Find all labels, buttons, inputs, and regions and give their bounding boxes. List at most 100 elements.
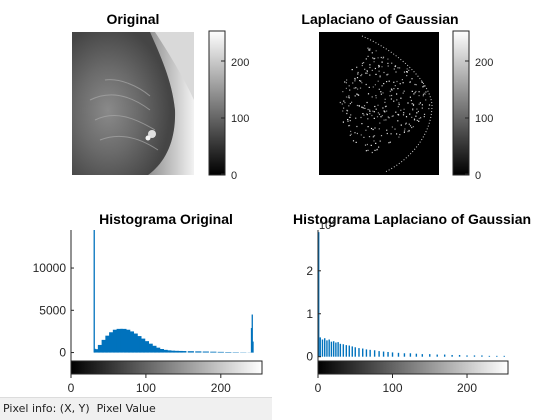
histogram-original-bar	[187, 351, 194, 353]
histogram-original[interactable]: Histograma Original 0 5000 10000 0 100 200	[33, 211, 263, 395]
original-image[interactable]	[72, 32, 194, 175]
log-image-speckle	[382, 92, 384, 94]
log-image-speckle	[406, 75, 408, 77]
log-image-speckle	[400, 109, 402, 111]
log-image-speckle	[367, 118, 369, 120]
log-image-speckle	[348, 97, 350, 99]
log-image-speckle	[389, 141, 391, 143]
log-image-speckle	[355, 117, 357, 119]
log-image-speckle	[397, 120, 399, 122]
histogram-log-bar	[365, 349, 368, 357]
histogram-original-y-tick-label: 0	[59, 346, 66, 360]
log-image-speckle	[369, 109, 371, 111]
histogram-log-bar	[488, 355, 491, 357]
log-image-speckle	[366, 70, 368, 72]
colorbar-log-tick-0: 0	[475, 170, 481, 182]
log-image-speckle	[359, 87, 362, 89]
log-image-speckle	[423, 85, 425, 87]
histogram-original-bar	[146, 343, 153, 353]
log-image-speckle	[416, 112, 418, 114]
log-image-speckle	[388, 80, 390, 82]
histogram-log-bar	[354, 347, 356, 357]
log-image-speckle	[423, 113, 426, 115]
log-image-speckle	[366, 114, 368, 116]
log-image-speckle	[428, 108, 430, 110]
histogram-log-bar	[503, 355, 505, 357]
histogram-log-bar	[391, 352, 394, 357]
log-image-speckle	[388, 142, 390, 144]
histogram-original-bar	[169, 350, 176, 353]
colorbar-original-tick-200: 200	[231, 57, 249, 69]
log-image-speckle	[409, 125, 412, 127]
log-image-speckle	[364, 107, 366, 109]
histogram-original-gray-scale-bar	[70, 360, 263, 375]
log-image-speckle	[377, 104, 379, 106]
log-image-speckle	[349, 89, 351, 91]
log-image-speckle	[405, 123, 407, 125]
histogram-original-bar	[154, 347, 161, 353]
log-image-speckle	[370, 144, 372, 146]
log-image-speckle	[375, 73, 377, 75]
log-image-speckle	[368, 86, 370, 88]
histogram-log-bar	[345, 345, 348, 357]
log-image-speckle	[391, 94, 393, 97]
log-image-speckle	[422, 86, 424, 88]
log-image-speckle	[391, 62, 393, 64]
histogram-original-y-tick-label: 5000	[39, 303, 66, 317]
log-image-speckle	[368, 49, 370, 51]
log-image-speckle	[397, 106, 399, 108]
log-image-speckle	[399, 83, 401, 85]
log-image-speckle	[366, 101, 368, 104]
log-image-speckle	[387, 116, 389, 118]
log-image-speckle	[354, 80, 356, 82]
log-image-speckle	[398, 102, 400, 104]
log-image-speckle	[349, 134, 351, 136]
histogram-log-bar	[466, 355, 468, 357]
log-image-speckle	[421, 104, 423, 106]
log-image-speckle	[356, 77, 359, 79]
histogram-log-bar	[348, 345, 350, 357]
log-image-speckle	[373, 117, 375, 119]
log-image-speckle	[380, 93, 382, 95]
log-image-speckle	[384, 101, 386, 103]
log-image-speckle	[391, 126, 393, 128]
log-image-speckle	[372, 86, 374, 88]
log-image-speckle	[357, 94, 359, 96]
histogram-log-bar	[369, 349, 371, 357]
log-image-speckle	[348, 124, 351, 127]
log-image-speckle	[390, 88, 393, 90]
log-image-speckle	[363, 114, 365, 116]
histogram-log-x-tick-label: 0	[315, 381, 322, 395]
log-image-speckle	[363, 136, 365, 138]
histogram-log-bar	[378, 351, 380, 357]
log-image-speckle	[350, 114, 352, 116]
log-image-speckle	[357, 71, 359, 74]
log-image-speckle	[369, 74, 371, 76]
histogram-log-bar	[321, 339, 324, 357]
log-image-speckle	[409, 113, 411, 115]
pixel-info-coords: (X, Y)	[59, 402, 90, 415]
log-image-speckle	[378, 146, 380, 148]
log-image-speckle	[386, 132, 388, 135]
log-image-speckle	[391, 89, 393, 91]
histogram-log-bar	[351, 346, 353, 357]
log-image-speckle	[384, 106, 387, 108]
log-image-speckle	[396, 93, 398, 95]
log-image-speckle	[375, 108, 377, 110]
log-image-speckle	[344, 81, 346, 83]
histogram-log-bar	[451, 354, 453, 357]
log-image-speckle	[373, 111, 375, 113]
log-image-speckle	[388, 117, 390, 119]
log-image-speckle	[403, 71, 406, 73]
panel-original-title: Original	[107, 11, 160, 27]
histogram-original-bar	[176, 350, 183, 353]
colorbar-original-tick-0: 0	[231, 170, 237, 182]
histogram-log[interactable]: Histograma Laplaciano of Gaussian 104 0 1…	[293, 211, 531, 395]
log-image-speckle	[418, 117, 420, 120]
log-image-speckle	[408, 123, 410, 125]
colorbar-original-tick-100: 100	[231, 113, 249, 125]
log-image-speckle	[375, 97, 377, 99]
log-image[interactable]	[319, 32, 439, 175]
histogram-log-x-tick-label: 100	[382, 381, 402, 395]
